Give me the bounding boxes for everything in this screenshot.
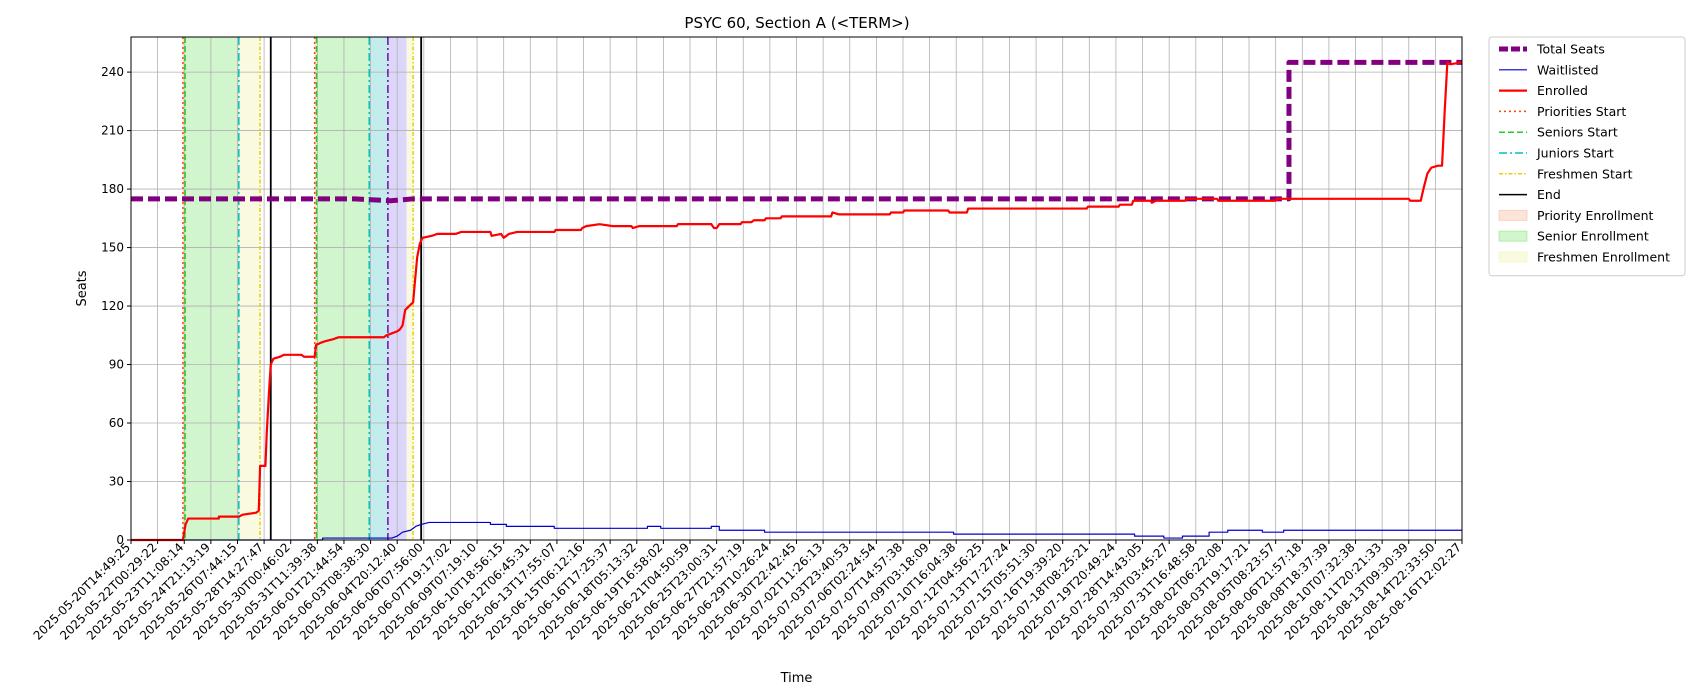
legend-swatch-priority-enrollment — [1498, 209, 1528, 221]
series-total-seats — [131, 59, 1462, 204]
y-tick-label: 30 — [109, 475, 124, 489]
phase-lines — [182, 37, 423, 540]
legend-label-total-seats: Total Seats — [1536, 42, 1605, 57]
y-tick-label: 180 — [101, 182, 124, 196]
y-tick-label: 90 — [109, 358, 124, 372]
y-tick-label: 240 — [101, 65, 124, 79]
y-tick-label: 120 — [101, 299, 124, 313]
legend-label-priority-enrollment: Priority Enrollment — [1537, 208, 1654, 223]
y-tick-label: 0 — [116, 533, 124, 547]
series-waitlisted — [131, 521, 1462, 541]
legend-label-waitlisted: Waitlisted — [1537, 62, 1599, 77]
y-axis: 0 30 60 90 120 150 180 210 240 — [101, 65, 131, 547]
band-phase-2-0 — [369, 37, 388, 540]
legend-label-freshmen-enrollment: Freshmen Enrollment — [1537, 250, 1670, 265]
legend-label-juniors-start: Juniors Start — [1536, 146, 1614, 161]
x-axis-title: Time — [780, 671, 813, 686]
legend-label-senior-enrollment: Senior Enrollment — [1537, 229, 1649, 244]
legend-swatch-freshmen-enrollment — [1498, 251, 1528, 263]
series-enrolled — [131, 61, 1463, 542]
legend: Total Seats Waitlisted Enrolled Priorities … — [1488, 36, 1686, 277]
y-axis-title: Seats — [75, 270, 90, 306]
series-lines — [131, 59, 1463, 542]
grid — [130, 37, 1463, 541]
y-tick-label: 150 — [101, 241, 124, 255]
chart-title: PSYC 60, Section A (<TERM>) — [684, 14, 909, 32]
band-priority-enrollment-1 — [314, 37, 317, 540]
legend-label-enrolled: Enrolled — [1537, 83, 1588, 98]
legend-swatch-senior-enrollment — [1498, 230, 1528, 242]
band-freshmen-enrollment-1 — [406, 37, 414, 540]
band-freshmen-enrollment-0 — [238, 37, 261, 540]
legend-label-priorities-start: Priorities Start — [1537, 104, 1626, 119]
y-tick-label: 210 — [101, 124, 124, 138]
legend-label-seniors-start: Seniors Start — [1537, 125, 1618, 140]
x-axis: 2025-05-20T14:49:252025-05-22T00:29:2220… — [31, 540, 1464, 643]
band-senior-enrollment-0 — [185, 37, 239, 540]
band-senior-enrollment-1 — [316, 37, 370, 540]
legend-label-end: End — [1537, 187, 1561, 202]
enrollment-bands — [182, 37, 414, 540]
legend-label-freshmen-start: Freshmen Start — [1537, 166, 1633, 181]
y-tick-label: 60 — [109, 416, 124, 430]
legend-box — [1488, 36, 1686, 277]
